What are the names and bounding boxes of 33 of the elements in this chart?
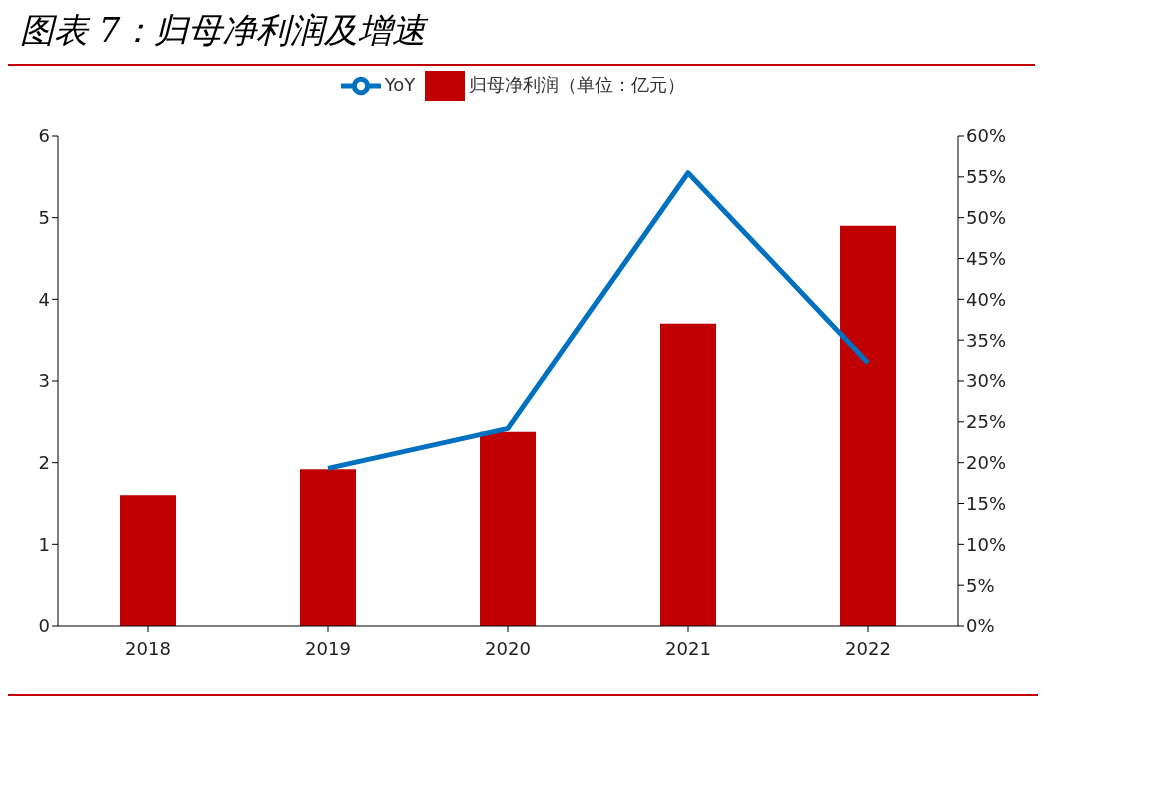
bar bbox=[300, 469, 356, 626]
chart-title: 图表 7：归母净利润及增速 bbox=[8, 8, 1035, 66]
y-tick-label: 1 bbox=[38, 533, 50, 555]
y2-tick-label: 15% bbox=[966, 492, 1007, 514]
y2-tick-label: 0% bbox=[966, 615, 995, 637]
y-tick-label: 5 bbox=[38, 207, 50, 229]
y-tick-label: 2 bbox=[38, 452, 50, 474]
x-tick-label: 2019 bbox=[305, 637, 351, 659]
legend-label: YoY bbox=[384, 74, 416, 95]
bar bbox=[840, 225, 896, 626]
y2-tick-label: 35% bbox=[966, 329, 1007, 351]
y2-tick-label: 50% bbox=[966, 207, 1007, 229]
x-tick-label: 2018 bbox=[125, 637, 171, 659]
x-tick-label: 2021 bbox=[665, 637, 711, 659]
y2-tick-label: 60% bbox=[966, 125, 1007, 147]
y2-tick-label: 10% bbox=[966, 533, 1007, 555]
y2-tick-label: 45% bbox=[966, 247, 1007, 269]
y-tick-label: 0 bbox=[38, 615, 50, 637]
y-tick-label: 6 bbox=[38, 125, 50, 147]
y2-tick-label: 20% bbox=[966, 452, 1007, 474]
y2-tick-label: 40% bbox=[966, 288, 1007, 310]
bar bbox=[480, 431, 536, 626]
bar bbox=[120, 495, 176, 626]
y2-tick-label: 25% bbox=[966, 411, 1007, 433]
bar bbox=[660, 323, 716, 626]
y2-tick-label: 30% bbox=[966, 370, 1007, 392]
y-tick-label: 4 bbox=[38, 288, 50, 310]
y-tick-label: 3 bbox=[38, 370, 50, 392]
legend-label: 归母净利润（单位：亿元） bbox=[469, 74, 686, 95]
y2-tick-label: 55% bbox=[966, 166, 1007, 188]
x-tick-label: 2020 bbox=[485, 637, 531, 659]
x-tick-label: 2022 bbox=[845, 637, 891, 659]
y2-tick-label: 5% bbox=[966, 574, 995, 596]
